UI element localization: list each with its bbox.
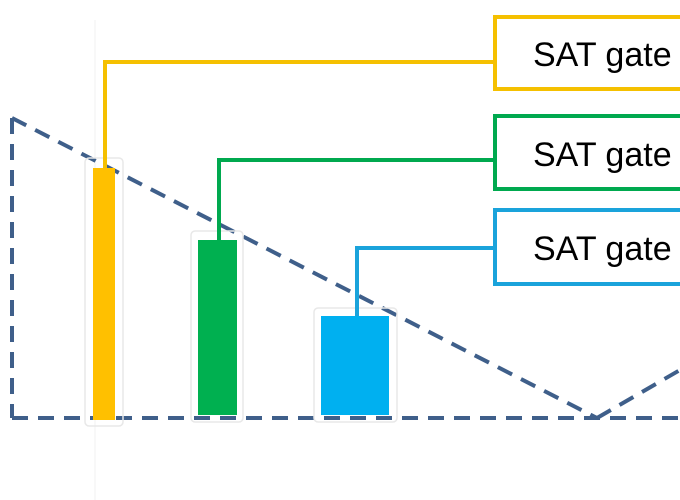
label-box-1-frame — [493, 15, 680, 91]
label-box-2-frame — [493, 114, 680, 191]
bar-sat-gate-1 — [93, 168, 115, 420]
label-text-2: SAT gate — [533, 136, 672, 174]
connector-line-3 — [355, 246, 495, 316]
label-box-3-frame — [493, 208, 680, 286]
label-box-3: SAT gate — [493, 208, 680, 286]
connector-line-1 — [103, 60, 495, 168]
label-text-3: SAT gate — [533, 230, 672, 268]
bar-sat-gate-3 — [321, 316, 389, 415]
label-box-1: SAT gate — [493, 15, 680, 91]
label-box-2: SAT gate — [493, 114, 680, 191]
bar-sat-gate-2 — [198, 240, 237, 415]
next-triangle-edge — [595, 368, 680, 420]
label-text-1: SAT gate — [533, 36, 672, 74]
connector-line-2 — [217, 158, 495, 240]
